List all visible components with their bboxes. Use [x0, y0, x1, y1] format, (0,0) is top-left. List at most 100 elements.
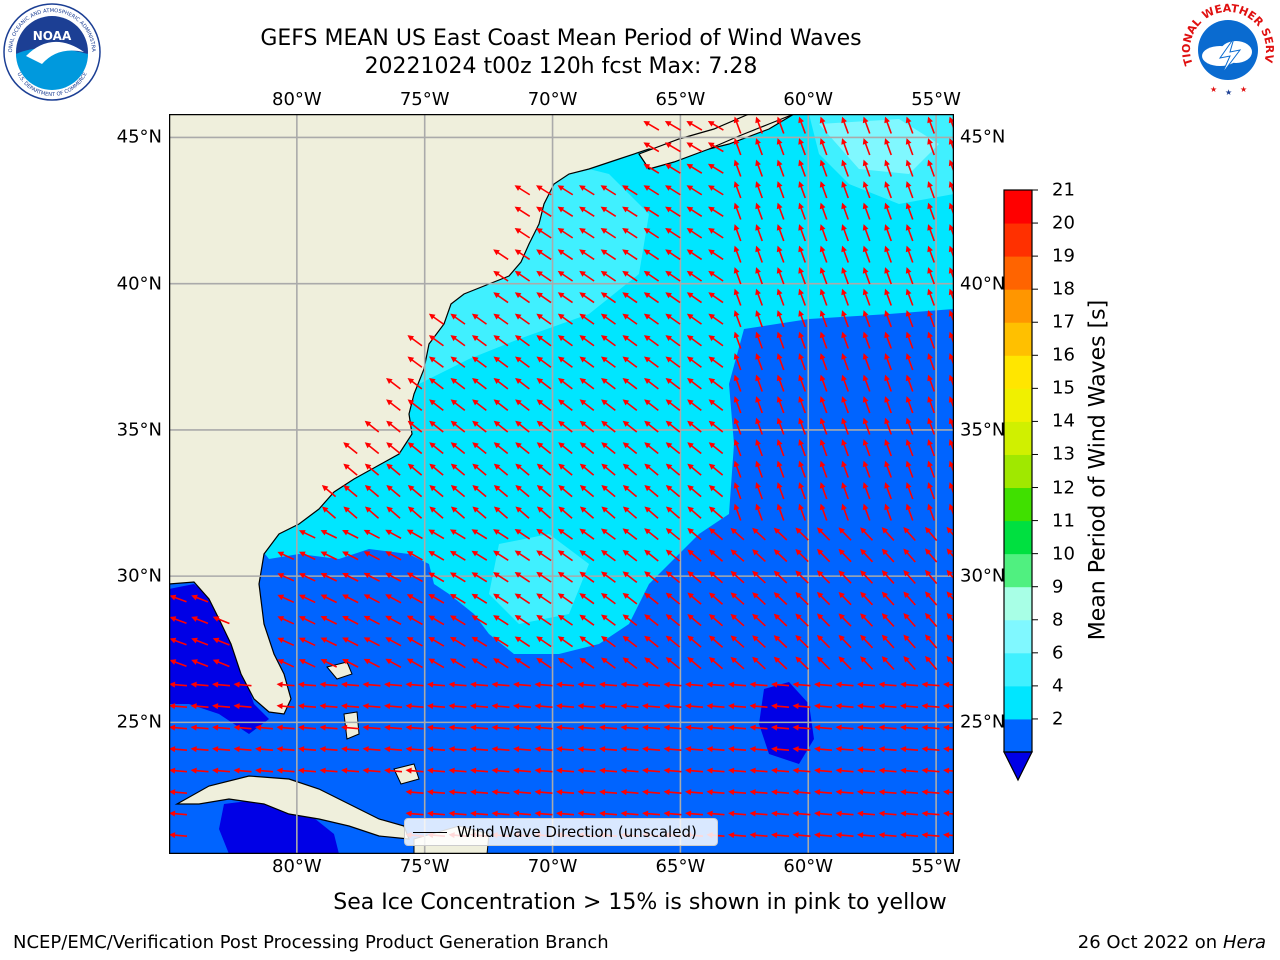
wave-direction-arrow [884, 310, 892, 328]
lon-label-top: 65°W [655, 89, 706, 110]
wave-direction-arrow [515, 377, 530, 390]
wave-direction-arrow [558, 506, 573, 519]
lat-label-right: 40°N [960, 273, 1006, 295]
wave-direction-arrow [838, 656, 852, 670]
wave-direction-arrow [343, 463, 358, 476]
wave-direction-arrow [599, 681, 618, 688]
wave-direction-arrow [600, 185, 617, 196]
colorbar-segment [1004, 223, 1032, 257]
wave-direction-arrow [385, 529, 402, 540]
wave-direction-arrow [622, 571, 638, 584]
wave-direction-arrow [450, 335, 466, 347]
wave-direction-arrow [733, 439, 742, 457]
wave-direction-arrow [862, 288, 871, 306]
wave-direction-arrow [407, 399, 423, 412]
wave-direction-arrow [644, 399, 659, 412]
legend-label: Wind Wave Direction (unscaled) [457, 823, 697, 841]
wave-direction-arrow [841, 439, 849, 457]
wave-direction-arrow [795, 570, 809, 584]
wave-direction-arrow [579, 356, 595, 368]
wave-direction-arrow [927, 374, 935, 392]
wave-direction-arrow [471, 335, 487, 347]
wave-direction-arrow [776, 224, 785, 242]
chart-subtitle: 20221024 t00z 120h fcst Max: 7.28 [364, 54, 758, 79]
colorbar-tick-label: 4 [1052, 675, 1064, 697]
wave-direction-arrow [903, 634, 916, 649]
colorbar-tick-label: 10 [1052, 543, 1075, 565]
wave-direction-arrow [819, 310, 828, 328]
wave-direction-arrow [819, 353, 828, 371]
wave-direction-arrow [708, 356, 724, 368]
wave-direction-arrow [838, 548, 852, 563]
wave-direction-arrow [557, 636, 574, 648]
wave-direction-arrow [841, 396, 849, 414]
wave-direction-arrow [644, 571, 659, 584]
wave-direction-arrow [536, 528, 552, 540]
wave-direction-arrow [169, 767, 188, 774]
wave-direction-arrow [622, 206, 638, 217]
wave-direction-arrow [730, 570, 745, 584]
wave-direction-arrow [600, 571, 616, 583]
wave-direction-arrow [708, 292, 724, 304]
wave-direction-arrow [881, 570, 895, 584]
wave-direction-arrow [362, 703, 381, 710]
wave-direction-arrow [838, 527, 852, 541]
wave-direction-arrow [814, 703, 833, 710]
wave-direction-arrow [905, 224, 914, 242]
wave-direction-arrow [776, 331, 785, 349]
wave-direction-arrow [773, 592, 788, 606]
wave-direction-arrow [838, 613, 852, 627]
wave-direction-arrow [577, 724, 596, 731]
wave-direction-arrow [276, 724, 295, 731]
wave-direction-arrow [776, 353, 785, 371]
colorbar-segment [1004, 652, 1032, 687]
wave-direction-arrow [857, 724, 876, 731]
wave-direction-arrow [733, 138, 742, 156]
wave-direction-arrow [534, 789, 553, 796]
wave-direction-arrow [643, 206, 660, 217]
wave-direction-arrow [277, 594, 295, 604]
wave-direction-arrow [708, 313, 724, 325]
wave-direction-arrow [665, 463, 681, 476]
wave-direction-arrow [599, 703, 618, 710]
wave-direction-arrow [450, 420, 466, 433]
wave-direction-arrow [921, 681, 940, 688]
wave-direction-arrow [406, 551, 423, 561]
wave-direction-arrow [427, 767, 446, 774]
wave-direction-arrow [776, 439, 785, 457]
wave-direction-arrow [924, 655, 938, 671]
wave-direction-arrow [733, 224, 742, 242]
wave-direction-arrow [816, 527, 831, 541]
wave-direction-arrow [776, 374, 785, 392]
wave-direction-arrow [860, 570, 874, 584]
wave-direction-arrow [771, 746, 790, 753]
lat-label-right: 25°N [960, 711, 1006, 733]
wave-direction-arrow [579, 571, 595, 583]
wave-direction-arrow [900, 832, 919, 839]
wave-direction-arrow [579, 377, 595, 390]
wave-direction-arrow [749, 724, 768, 731]
wave-direction-arrow [515, 399, 530, 412]
wave-direction-arrow [384, 703, 403, 710]
wave-direction-arrow [428, 593, 445, 604]
wave-direction-arrow [448, 767, 467, 774]
wave-direction-arrow [733, 331, 742, 349]
wave-direction-arrow [557, 593, 574, 605]
wave-direction-arrow [579, 420, 595, 433]
wave-direction-arrow [536, 571, 552, 583]
wave-direction-arrow [733, 267, 742, 285]
wave-direction-arrow [841, 331, 849, 349]
wave-direction-arrow [924, 569, 938, 585]
wave-direction-arrow [755, 460, 763, 478]
wave-direction-arrow [622, 185, 638, 196]
colorbar-segment [1004, 586, 1032, 621]
wave-direction-arrow [319, 724, 338, 731]
wave-direction-arrow [577, 789, 596, 796]
wave-direction-arrow [835, 724, 854, 731]
wave-direction-arrow [601, 420, 616, 433]
wave-direction-arrow [905, 310, 914, 328]
wave-direction-arrow [819, 138, 828, 156]
wave-direction-arrow [878, 810, 897, 817]
wave-direction-arrow [706, 724, 725, 731]
wave-direction-arrow [427, 789, 446, 796]
